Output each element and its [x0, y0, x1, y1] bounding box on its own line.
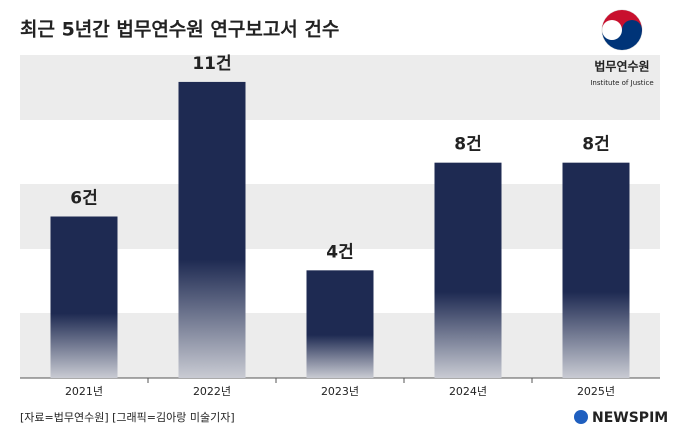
value-label: 6건	[70, 189, 97, 209]
logo-blue	[602, 20, 642, 50]
brand-icon	[574, 410, 588, 424]
x-tick-label: 2022년	[193, 385, 231, 398]
bar	[562, 162, 630, 378]
logo-name: 법무연수원	[594, 59, 649, 74]
value-label: 8건	[454, 135, 481, 155]
x-tick-label: 2021년	[65, 385, 103, 398]
brand: NEWSPIM	[592, 410, 668, 426]
logo: 법무연수원 Institute of Justice	[590, 9, 654, 87]
source: [자료=법무연수원] [그래픽=김아랑 미술기자]	[20, 411, 235, 424]
bar	[306, 270, 374, 378]
x-tick-label: 2023년	[321, 385, 359, 398]
value-label: 8건	[582, 135, 609, 155]
value-label: 4건	[326, 242, 353, 262]
band	[20, 55, 660, 120]
bar	[434, 162, 502, 378]
bar	[50, 216, 118, 378]
bar	[178, 81, 246, 379]
band	[20, 184, 660, 249]
logo-subtitle: Institute of Justice	[590, 79, 653, 87]
value-label: 11건	[192, 54, 231, 74]
x-tick-label: 2025년	[577, 385, 615, 398]
chart-title: 최근 5년간 법무연수원 연구보고서 건수	[20, 19, 339, 41]
x-tick-label: 2024년	[449, 385, 487, 398]
